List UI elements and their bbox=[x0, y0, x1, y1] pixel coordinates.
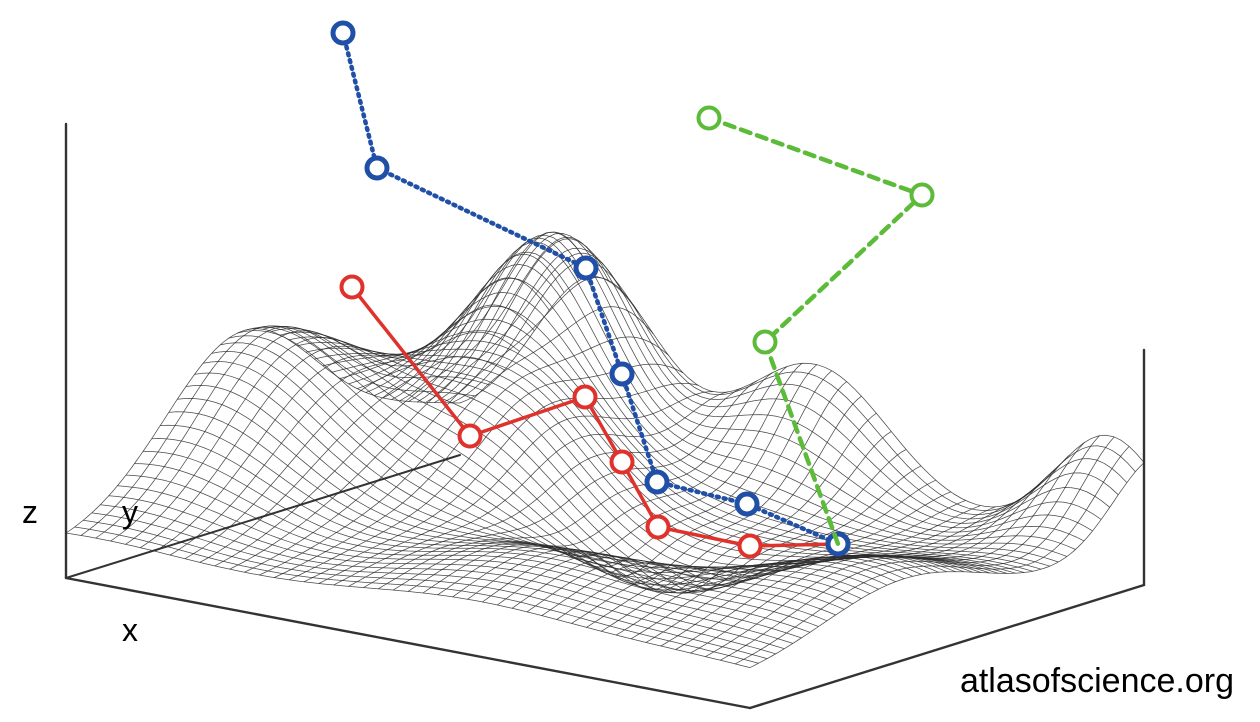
mesh-line-u bbox=[169, 253, 565, 556]
red-path-marker bbox=[645, 514, 671, 540]
mesh-line-v bbox=[442, 247, 1128, 515]
base-right-edge bbox=[748, 583, 1146, 710]
mesh-line-v bbox=[160, 424, 845, 610]
mesh-line-v bbox=[91, 512, 776, 655]
mesh-line-v bbox=[254, 325, 939, 594]
mesh-line-u bbox=[110, 330, 505, 542]
mesh-line-v bbox=[185, 385, 871, 595]
mesh-line-u bbox=[244, 277, 639, 573]
mesh-line-u bbox=[229, 252, 624, 570]
red-path-marker bbox=[609, 449, 635, 475]
mesh-line-v bbox=[117, 485, 802, 639]
mesh-line-v bbox=[83, 519, 768, 659]
mesh-line-u bbox=[422, 364, 818, 594]
green-path-line bbox=[706, 115, 925, 547]
mesh-line-v bbox=[331, 340, 1016, 574]
blue-path-marker bbox=[609, 361, 635, 387]
mesh-line-v bbox=[451, 260, 1136, 511]
mesh-line-v bbox=[425, 233, 1110, 524]
mesh-line-v bbox=[194, 372, 879, 590]
mesh-line-v bbox=[408, 234, 1093, 533]
z-axis-label: z bbox=[22, 494, 38, 530]
mesh-line-v bbox=[65, 532, 751, 668]
mesh-line-v bbox=[314, 353, 999, 574]
blue-path-marker bbox=[330, 20, 356, 46]
mesh-line-v bbox=[108, 495, 793, 644]
mesh-line-v bbox=[365, 292, 1050, 567]
x-axis-label: x bbox=[122, 612, 138, 648]
mesh-line-v bbox=[177, 398, 862, 599]
mesh-line-v bbox=[125, 474, 811, 633]
mesh-line-v bbox=[134, 463, 819, 627]
green-path-marker bbox=[696, 105, 722, 131]
blue-path-marker bbox=[644, 469, 670, 495]
surface-mesh bbox=[65, 231, 1145, 668]
site-watermark: atlasofscience.org bbox=[959, 662, 1234, 700]
red-path-marker bbox=[457, 423, 483, 449]
green-path-marker bbox=[752, 329, 778, 355]
green-path-marker bbox=[909, 182, 935, 208]
blue-path-marker bbox=[734, 491, 760, 517]
mesh-line-v bbox=[100, 504, 785, 650]
mesh-line-v bbox=[237, 330, 922, 591]
red-path-marker bbox=[339, 274, 365, 300]
mesh-line-v bbox=[399, 241, 1085, 542]
mesh-line-v bbox=[339, 330, 1025, 573]
base-left-edge bbox=[65, 454, 461, 579]
base-front-edge bbox=[64, 576, 752, 710]
bounding-box bbox=[64, 122, 1146, 710]
mesh-line-u bbox=[80, 325, 475, 536]
mesh-line-v bbox=[459, 276, 1145, 508]
y-axis-label: y bbox=[122, 494, 138, 530]
mesh-line-v bbox=[245, 326, 931, 594]
mesh-line-v bbox=[151, 438, 836, 616]
mesh-line-v bbox=[143, 451, 828, 622]
mesh-line-v bbox=[262, 326, 948, 591]
mesh-line-u bbox=[199, 231, 595, 563]
mesh-line-v bbox=[348, 318, 1033, 572]
optimization-paths bbox=[330, 20, 935, 559]
mesh-line-v bbox=[74, 526, 759, 664]
red-path-marker bbox=[572, 384, 598, 410]
mesh-line-v bbox=[357, 305, 1042, 570]
mesh-line-v bbox=[271, 328, 956, 586]
red-path-marker bbox=[737, 533, 763, 559]
blue-path-marker bbox=[573, 255, 599, 281]
mesh-line-v bbox=[168, 411, 853, 605]
blue-path-marker bbox=[364, 155, 390, 181]
